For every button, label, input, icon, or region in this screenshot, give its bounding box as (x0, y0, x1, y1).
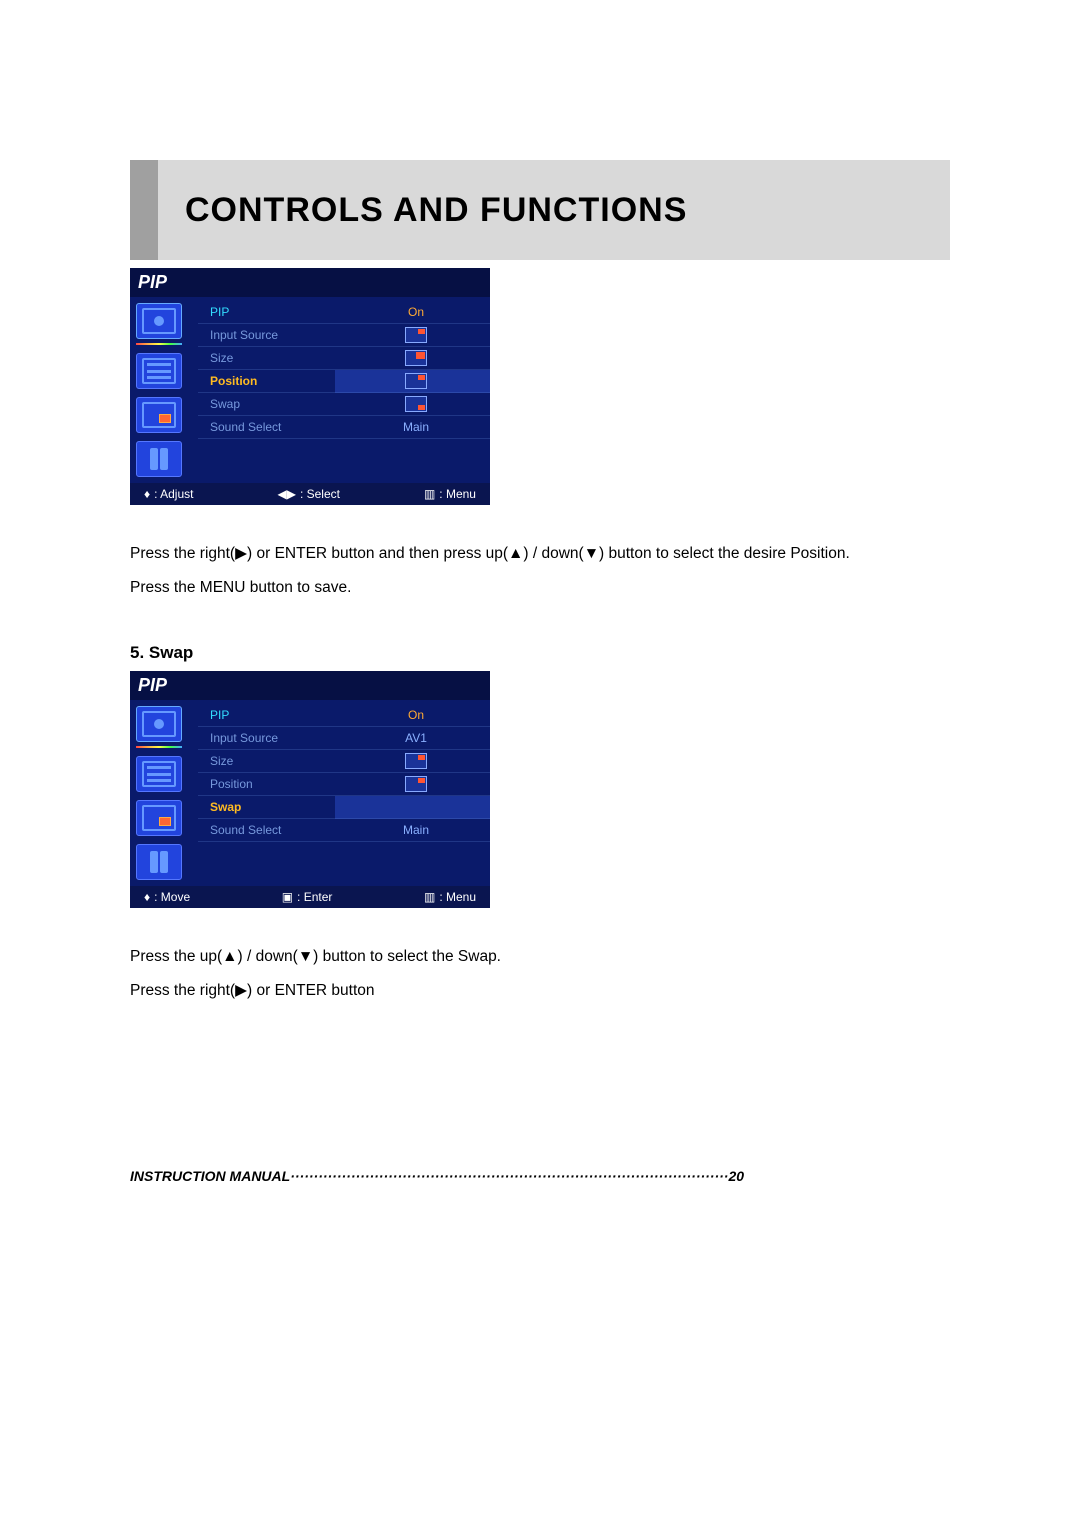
instruction-line: Press the right(▶) or ENTER button (130, 974, 950, 1008)
osd-item-label: Input Source (206, 731, 350, 745)
osd-item-value (350, 373, 482, 389)
instruction-line: Press the right(▶) or ENTER button and t… (130, 537, 950, 571)
osd-item-value: On (350, 708, 482, 722)
osd-tab-picture[interactable] (136, 303, 182, 339)
menu-icon: ▥ (424, 890, 435, 904)
position-icon (405, 753, 427, 769)
position-icon (405, 396, 427, 412)
osd-footer-hints: ♦: Move ▣: Enter ▥: Menu (130, 886, 490, 908)
osd-tab-setup[interactable] (136, 441, 182, 477)
wrench-icon (150, 851, 168, 873)
osd-menu-item[interactable]: Input Source (198, 324, 490, 347)
hint-menu: ▥: Menu (424, 487, 476, 501)
osd-menu-item[interactable]: Swap (198, 393, 490, 416)
osd-item-value (350, 753, 482, 769)
tab-underline-icon (136, 343, 182, 345)
osd-tab-picture[interactable] (136, 706, 182, 742)
osd-item-value (350, 396, 482, 412)
hint-enter: ▣: Enter (282, 890, 333, 904)
position-icon (405, 373, 427, 389)
osd-content: PIPOnInput SourceSizePositionSwapSound S… (198, 297, 490, 483)
section-heading-swap: 5. Swap (130, 643, 950, 663)
osd-item-value: Main (350, 823, 482, 837)
osd-content: PIPOnInput SourceAV1SizePositionSwapSoun… (198, 700, 490, 886)
osd-menu-item[interactable]: Size (198, 750, 490, 773)
header-accent-bar (130, 160, 158, 260)
osd-tab-pip[interactable] (136, 397, 182, 433)
osd-tab-list[interactable] (136, 756, 182, 792)
updown-icon: ♦ (144, 890, 150, 904)
osd-menu-item[interactable]: Size (198, 347, 490, 370)
enter-icon: ▣ (282, 890, 293, 904)
osd-menu-item[interactable]: Sound SelectMain (198, 819, 490, 842)
osd-footer-hints: ♦: Adjust ◀▶: Select ▥: Menu (130, 483, 490, 505)
osd-title: PIP (130, 671, 490, 700)
osd-menu-item[interactable]: PIPOn (198, 704, 490, 727)
osd-item-value: AV1 (350, 731, 482, 745)
osd-menu-item[interactable]: Position (198, 370, 490, 393)
osd-item-label: PIP (206, 305, 350, 319)
osd-item-label: Sound Select (206, 823, 350, 837)
leftright-icon: ◀▶ (277, 487, 295, 501)
chapter-title: CONTROLS AND FUNCTIONS (185, 191, 687, 230)
osd-tab-pip[interactable] (136, 800, 182, 836)
position-icon (405, 327, 427, 343)
osd-menu-item[interactable]: Position (198, 773, 490, 796)
osd-item-value (350, 327, 482, 343)
hint-move: ♦: Move (144, 890, 190, 904)
footer-dots: ········································… (290, 1168, 728, 1184)
hint-select: ◀▶: Select (277, 487, 340, 501)
osd-item-value: Main (350, 420, 482, 434)
position-icon (405, 350, 427, 366)
osd-screenshot-swap: PIP PIPOnInput SourceAV1SizePositionSwap… (130, 671, 490, 908)
osd-tab-setup[interactable] (136, 844, 182, 880)
osd-sidebar (130, 297, 198, 483)
osd-item-label: PIP (206, 708, 350, 722)
osd-title: PIP (130, 268, 490, 297)
osd-item-value (350, 776, 482, 792)
position-icon (405, 776, 427, 792)
osd-item-label: Swap (206, 800, 350, 814)
osd-body: PIPOnInput SourceAV1SizePositionSwapSoun… (130, 700, 490, 886)
osd-menu-item[interactable]: Swap (198, 796, 490, 819)
osd-sidebar (130, 700, 198, 886)
osd-menu-item[interactable]: Sound SelectMain (198, 416, 490, 439)
osd-item-value (350, 350, 482, 366)
osd-item-value: On (350, 305, 482, 319)
instruction-text-1: Press the right(▶) or ENTER button and t… (130, 537, 950, 605)
osd-body: PIPOnInput SourceSizePositionSwapSound S… (130, 297, 490, 483)
hint-adjust: ♦: Adjust (144, 487, 193, 501)
tab-underline-icon (136, 746, 182, 748)
osd-item-label: Size (206, 351, 350, 365)
updown-icon: ♦ (144, 487, 150, 501)
instruction-line: Press the up(▲) / down(▼) button to sele… (130, 940, 950, 974)
osd-menu-item[interactable]: Input SourceAV1 (198, 727, 490, 750)
osd-item-label: Input Source (206, 328, 350, 342)
footer-label: INSTRUCTION MANUAL (130, 1168, 290, 1184)
wrench-icon (150, 448, 168, 470)
chapter-header: CONTROLS AND FUNCTIONS (130, 160, 950, 260)
hint-menu: ▥: Menu (424, 890, 476, 904)
osd-item-label: Size (206, 754, 350, 768)
footer-page-number: 20 (728, 1168, 744, 1184)
osd-tab-list[interactable] (136, 353, 182, 389)
instruction-text-2: Press the up(▲) / down(▼) button to sele… (130, 940, 950, 1008)
instruction-line: Press the MENU button to save. (130, 571, 950, 605)
osd-item-label: Swap (206, 397, 350, 411)
osd-item-label: Position (206, 374, 350, 388)
menu-icon: ▥ (424, 487, 435, 501)
osd-item-label: Sound Select (206, 420, 350, 434)
osd-screenshot-position: PIP PIPOnInput SourceSizePositionSwapSou… (130, 268, 490, 505)
manual-page: CONTROLS AND FUNCTIONS PIP (0, 0, 1080, 1284)
osd-item-label: Position (206, 777, 350, 791)
page-footer: INSTRUCTION MANUAL······················… (130, 1168, 950, 1184)
osd-menu-item[interactable]: PIPOn (198, 301, 490, 324)
